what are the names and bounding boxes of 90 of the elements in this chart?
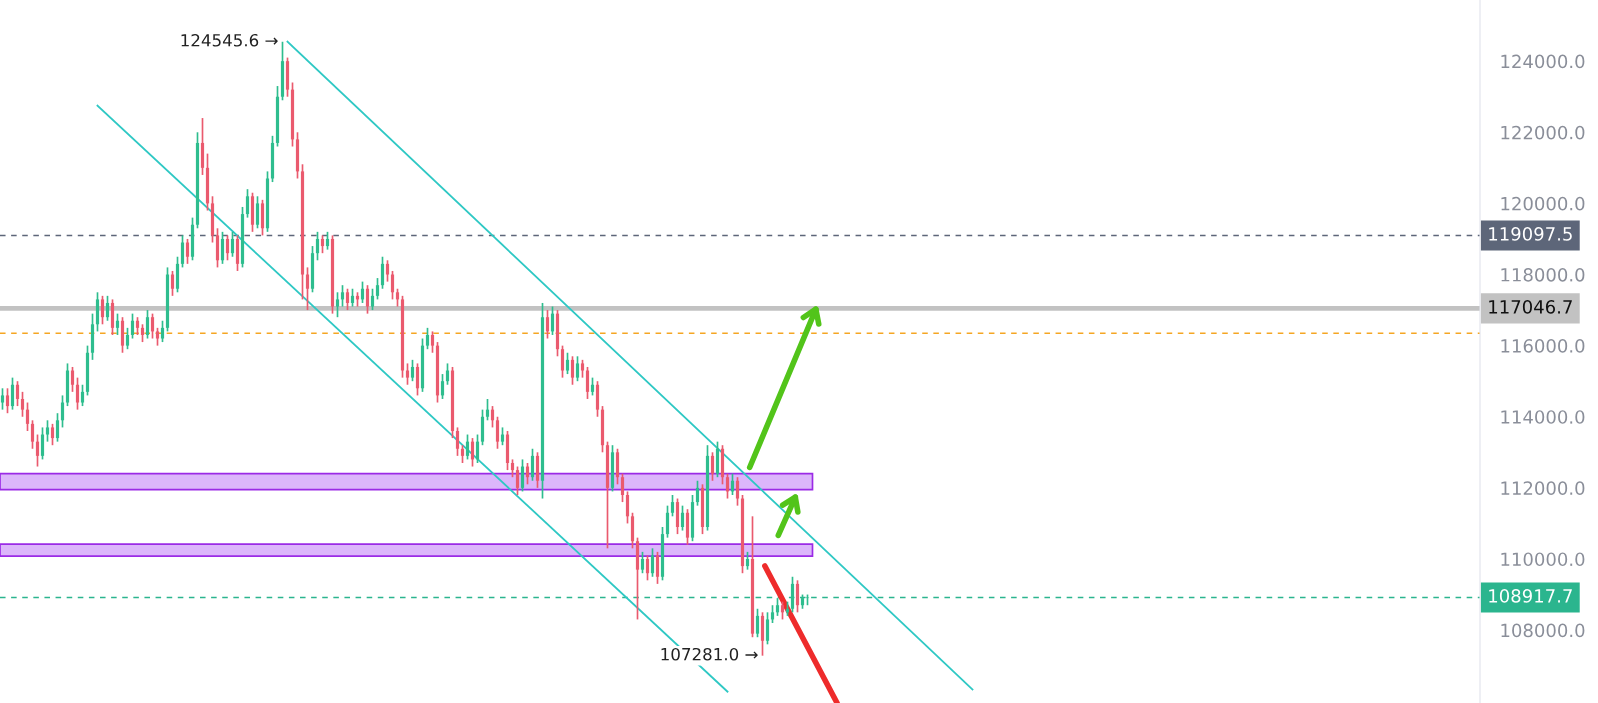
candlestick (495, 415, 500, 450)
candlestick (640, 551, 645, 575)
candlestick (365, 284, 370, 315)
candlestick (425, 327, 430, 351)
candlestick (145, 309, 150, 340)
candlestick (160, 319, 165, 343)
candlestick (70, 366, 75, 393)
candlestick (695, 479, 700, 507)
candlestick (105, 295, 110, 322)
candlestick (340, 284, 345, 308)
candlestick (245, 188, 250, 219)
candlestick (455, 426, 460, 457)
candlestick (180, 234, 185, 269)
candlestick (735, 476, 740, 507)
candlestick (230, 231, 235, 258)
candlestick (570, 355, 575, 386)
candlestick (380, 255, 385, 290)
candlestick (485, 398, 490, 422)
candlestick (345, 287, 350, 311)
candlestick (30, 419, 35, 450)
candlestick (545, 309, 550, 340)
candlestick (255, 195, 260, 230)
candlestick (410, 359, 415, 383)
candlestick (755, 607, 760, 639)
candlestick (415, 362, 420, 397)
ref-line-label: 108917.7 (1489, 589, 1572, 603)
candlestick (725, 472, 730, 500)
annotation: 107281.0 → (661, 647, 758, 661)
candlestick (375, 277, 380, 301)
candlestick (75, 376, 80, 411)
candlestick (405, 362, 410, 386)
candlestick (125, 327, 130, 351)
candlestick (370, 287, 375, 311)
annotation: 124545.6 → (181, 33, 278, 47)
candlestick (80, 383, 85, 407)
candlestick (440, 373, 445, 400)
candlestick (170, 270, 175, 297)
candlestick (620, 472, 625, 503)
candlestick (35, 433, 40, 468)
candlestick (710, 451, 715, 482)
candlestick (795, 579, 800, 614)
y-tick-label: 108000.0 (1501, 623, 1585, 638)
candlestick (530, 447, 535, 482)
candlestick (220, 231, 225, 265)
candlestick (560, 344, 565, 379)
candlestick (465, 433, 470, 461)
candlestick (665, 504, 670, 539)
y-tick-label: 120000.0 (1501, 196, 1585, 211)
ref-line-label: 117046.7 (1489, 299, 1572, 314)
candlestick (130, 312, 135, 340)
candlestick (680, 504, 685, 532)
candlestick (100, 295, 105, 326)
candlestick (520, 458, 525, 493)
candlestick (650, 547, 655, 578)
candlestick (305, 266, 310, 311)
ref-line-label: 119097.5 (1489, 227, 1572, 241)
candlestick (40, 426, 45, 461)
candlestick (335, 291, 340, 319)
candlestick (50, 423, 55, 447)
candlestick (225, 234, 230, 262)
candlestick (645, 554, 650, 582)
candlestick (115, 312, 120, 336)
candlestick (430, 330, 435, 354)
candlestick (55, 412, 60, 443)
candlestick (5, 387, 10, 415)
candlestick (185, 238, 190, 265)
candlestick (670, 494, 675, 518)
y-tick-label: 124000.0 (1501, 54, 1585, 69)
candlestick (150, 312, 155, 340)
candlestick (585, 366, 590, 400)
candlestick (45, 419, 50, 443)
candlestick (625, 490, 630, 525)
y-tick-label: 110000.0 (1501, 552, 1585, 567)
candlestick (575, 355, 580, 383)
candlestick (385, 259, 390, 283)
candlestick (655, 551, 660, 585)
y-tick-label: 114000.0 (1501, 410, 1585, 424)
candlestick (515, 465, 520, 496)
candlestick (15, 380, 20, 407)
candlestick (25, 401, 30, 432)
y-tick-label: 118000.0 (1501, 267, 1585, 282)
candlestick (315, 231, 320, 262)
candlestick (20, 391, 25, 418)
y-tick-label: 116000.0 (1501, 339, 1585, 353)
candlestick (765, 611, 770, 646)
y-tick-label: 112000.0 (1501, 481, 1585, 495)
candlestick (565, 351, 570, 375)
y-tick-label: 122000.0 (1501, 125, 1585, 140)
candlestick (10, 376, 15, 411)
candlestick (0, 387, 5, 411)
